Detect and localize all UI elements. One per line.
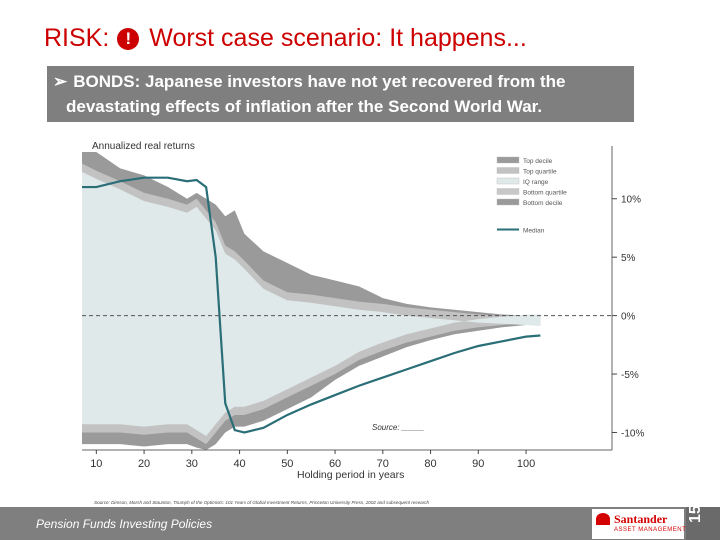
legend-swatch	[496, 177, 520, 185]
x-tick-label: 90	[472, 458, 484, 470]
legend: Top decile Top quartile IQ range Bottom qua…	[496, 156, 567, 235]
brand-subtitle: ASSET MANAGEMENT	[614, 527, 687, 533]
title-text: Worst case scenario: It happens...	[149, 24, 527, 52]
y-tick-label: 5%	[621, 253, 636, 264]
callout-line-1: BONDS: Japanese investors have not yet r…	[73, 72, 566, 91]
y-tick-label: 0%	[621, 312, 636, 323]
x-tick-label: 50	[281, 458, 293, 470]
median-line	[82, 176, 541, 434]
anniversary-badge: 150	[686, 496, 720, 540]
brand-name: Santander	[614, 512, 668, 526]
x-tick-label: 30	[186, 458, 198, 470]
y-tick-label: -5%	[621, 370, 639, 381]
y-tick-label: -10%	[621, 428, 644, 439]
source-note: Source: Dimson, Marsh and Staunton, Triu…	[94, 500, 430, 505]
band-iq-range	[82, 171, 541, 436]
x-tick-label: 80	[424, 458, 436, 470]
exclamation-icon: !	[117, 28, 140, 50]
legend-swatch	[496, 156, 520, 164]
risk-label: RISK:	[44, 24, 110, 52]
callout-line-2: devastating effects of inflation after t…	[66, 97, 543, 116]
legend-swatch	[496, 198, 520, 206]
x-tick-label: 40	[233, 458, 245, 470]
x-tick-label: 60	[329, 458, 341, 470]
santander-logo: Santander ASSET MANAGEMENT	[592, 509, 687, 539]
flame-icon	[596, 513, 610, 525]
x-axis-label: Holding period in years	[297, 469, 404, 481]
bonds-callout: ➢ BONDS: Japanese investors have not yet …	[47, 66, 634, 122]
source-annotation: Source: _____	[372, 423, 424, 432]
legend-label: Top quartile	[523, 169, 557, 176]
legend-label: Bottom quartile	[523, 190, 567, 197]
x-tick-label: 70	[377, 458, 389, 470]
slide-title: RISK:! Worst case scenario: It happens...	[44, 24, 527, 53]
x-tick-label: 100	[517, 458, 535, 470]
legend-swatch	[496, 167, 520, 174]
legend-label: IQ range	[523, 179, 549, 186]
legend-label: Median	[523, 228, 545, 235]
arrow-bullet-icon: ➢	[53, 72, 68, 91]
x-tick-label: 20	[138, 458, 150, 470]
chart-title: Annualized real returns	[92, 141, 195, 152]
x-tick-label: 10	[90, 458, 102, 470]
legend-label: Bottom decile	[523, 200, 563, 207]
footer-text: Pension Funds Investing Policies	[36, 517, 213, 531]
returns-chart: 10% 5% 0% -5% -10% 10 20 30 40 50 60 70 80 90 100 Annu…	[72, 132, 672, 507]
legend-label: Top decile	[523, 158, 553, 165]
badge-text: 150	[687, 496, 704, 523]
legend-swatch	[496, 188, 520, 195]
y-tick-label: 10%	[621, 195, 641, 206]
